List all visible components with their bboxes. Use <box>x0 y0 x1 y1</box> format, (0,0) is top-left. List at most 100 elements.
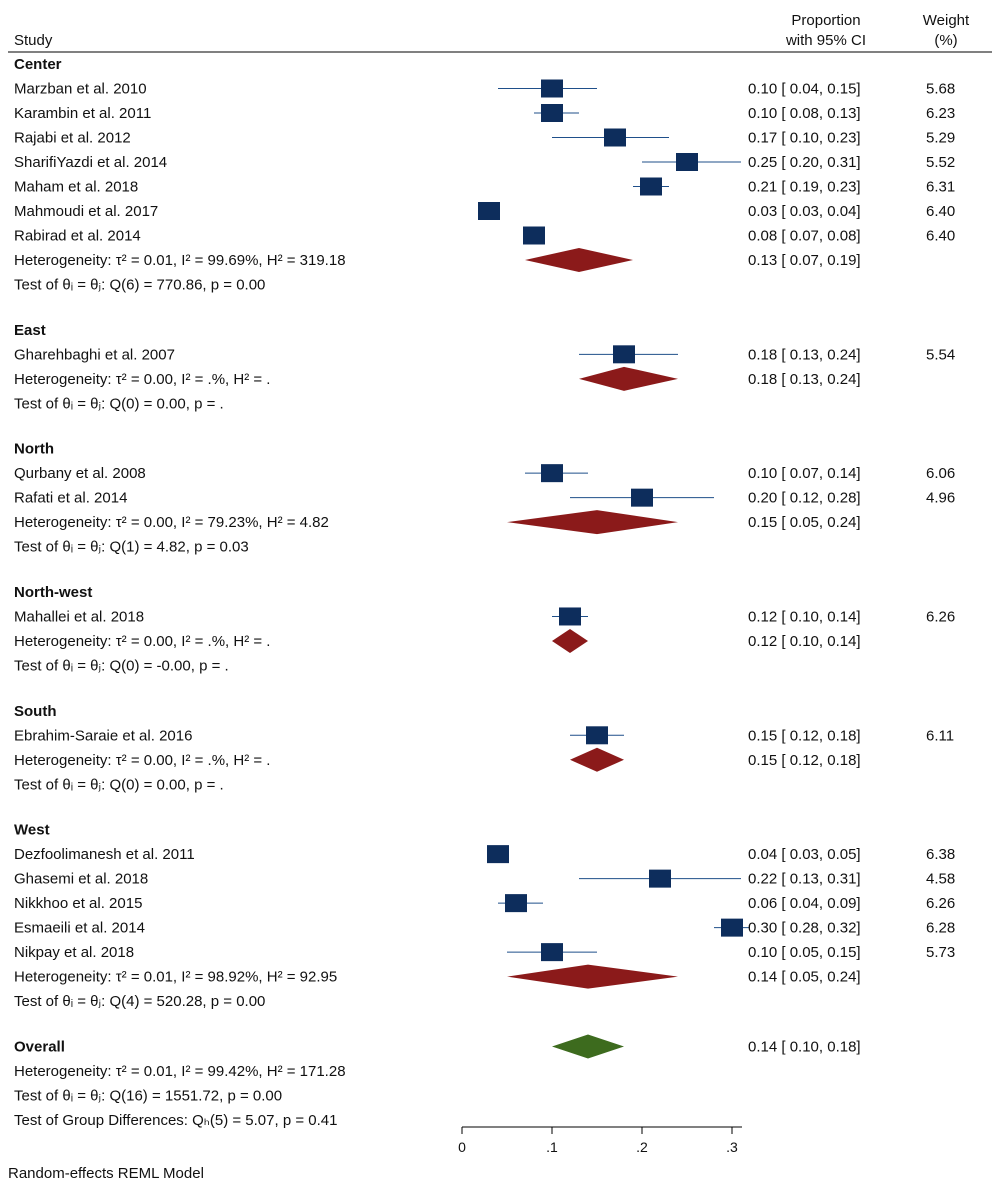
subgroup-diamond <box>507 964 678 989</box>
study-ci-text: 0.10 [ 0.04, 0.15] <box>748 81 861 98</box>
subgroup-ci-text: 0.18 [ 0.13, 0.24] <box>748 371 861 388</box>
overall-title: Overall <box>14 1038 65 1055</box>
subgroup-diamond <box>570 747 624 772</box>
study-box <box>613 345 635 364</box>
overall-homogeneity-test: Test of θᵢ = θⱼ: Q(16) = 1551.72, p = 0.… <box>14 1087 282 1104</box>
study-label: Mahmoudi et al. 2017 <box>14 203 158 220</box>
study-ci-text: 0.21 [ 0.19, 0.23] <box>748 179 861 196</box>
study-ci-text: 0.06 [ 0.04, 0.09] <box>748 895 861 912</box>
study-label: Mahallei et al. 2018 <box>14 608 144 625</box>
study-ci-text: 0.10 [ 0.07, 0.14] <box>748 465 861 482</box>
study-ci-text: 0.30 [ 0.28, 0.32] <box>748 920 861 937</box>
subgroup-homogeneity-test: Test of θᵢ = θⱼ: Q(6) = 770.86, p = 0.00 <box>14 277 265 294</box>
x-tick-label: .3 <box>726 1139 738 1155</box>
x-tick-label: .1 <box>546 1139 558 1155</box>
study-label: Dezfoolimanesh et al. 2011 <box>14 846 195 863</box>
x-axis-ticks: 0 .1 .2 .3 <box>458 1127 738 1155</box>
subgroup-ci-text: 0.13 [ 0.07, 0.19] <box>748 252 861 269</box>
study-label: Rabirad et al. 2014 <box>14 228 141 245</box>
effect-column-header-line2: with 95% CI <box>785 32 866 49</box>
study-ci-text: 0.10 [ 0.08, 0.13] <box>748 105 861 122</box>
study-ci-text: 0.10 [ 0.05, 0.15] <box>748 944 861 961</box>
study-ci-text: 0.17 [ 0.10, 0.23] <box>748 130 861 147</box>
subgroup-ci-text: 0.12 [ 0.10, 0.14] <box>748 633 861 650</box>
study-weight: 5.52 <box>926 154 955 171</box>
study-label: Gharehbaghi et al. 2007 <box>14 346 175 363</box>
subgroup-ci-text: 0.14 [ 0.05, 0.24] <box>748 969 861 986</box>
subgroup-ci-text: 0.15 [ 0.05, 0.24] <box>748 514 861 531</box>
overall-heterogeneity: Heterogeneity: τ² = 0.01, I² = 99.42%, H… <box>14 1063 346 1080</box>
study-label: Maham et al. 2018 <box>14 179 138 196</box>
study-weight: 6.06 <box>926 465 955 482</box>
study-box <box>541 943 563 962</box>
subgroup-title: North <box>14 441 54 458</box>
subgroup-homogeneity-test: Test of θᵢ = θⱼ: Q(0) = 0.00, p = . <box>14 776 224 793</box>
study-weight: 6.38 <box>926 846 955 863</box>
effect-column-header-line1: Proportion <box>791 12 860 29</box>
overall-ci-text: 0.14 [ 0.10, 0.18] <box>748 1038 861 1055</box>
study-ci-text: 0.18 [ 0.13, 0.24] <box>748 346 861 363</box>
study-weight: 6.40 <box>926 203 955 220</box>
model-label: Random-effects REML Model <box>8 1165 204 1182</box>
study-weight: 6.11 <box>926 727 954 744</box>
study-weight: 5.68 <box>926 81 955 98</box>
study-box <box>640 177 662 196</box>
subgroup-title: Center <box>14 56 62 73</box>
subgroup-heterogeneity: Heterogeneity: τ² = 0.00, I² = .%, H² = … <box>14 752 270 769</box>
study-label: SharifiYazdi et al. 2014 <box>14 154 167 171</box>
subgroup-heterogeneity: Heterogeneity: τ² = 0.00, I² = .%, H² = … <box>14 371 270 388</box>
subgroup-homogeneity-test: Test of θᵢ = θⱼ: Q(1) = 4.82, p = 0.03 <box>14 539 249 556</box>
study-box <box>586 726 608 745</box>
subgroup-title: South <box>14 703 57 720</box>
study-box <box>604 128 626 147</box>
x-tick-label: .2 <box>636 1139 648 1155</box>
study-label: Ghasemi et al. 2018 <box>14 871 148 888</box>
study-label: Nikpay et al. 2018 <box>14 944 134 961</box>
x-tick-label: 0 <box>458 1139 466 1155</box>
study-weight: 6.23 <box>926 105 955 122</box>
subgroup-homogeneity-test: Test of θᵢ = θⱼ: Q(0) = -0.00, p = . <box>14 657 229 674</box>
subgroup-heterogeneity: Heterogeneity: τ² = 0.01, I² = 98.92%, H… <box>14 969 337 986</box>
study-weight: 4.96 <box>926 490 955 507</box>
study-weight: 6.28 <box>926 920 955 937</box>
subgroup-homogeneity-test: Test of θᵢ = θⱼ: Q(0) = 0.00, p = . <box>14 395 224 412</box>
subgroup-title: East <box>14 322 46 339</box>
study-box <box>541 464 563 483</box>
study-label: Rafati et al. 2014 <box>14 490 127 507</box>
overall-diamond <box>552 1034 624 1059</box>
study-box <box>676 153 698 171</box>
subgroup-homogeneity-test: Test of θᵢ = θⱼ: Q(4) = 520.28, p = 0.00 <box>14 993 265 1010</box>
study-box <box>649 869 671 888</box>
subgroup-heterogeneity: Heterogeneity: τ² = 0.00, I² = 79.23%, H… <box>14 514 329 531</box>
study-ci-text: 0.08 [ 0.07, 0.08] <box>748 228 861 245</box>
study-weight: 6.26 <box>926 895 955 912</box>
study-box <box>478 202 500 220</box>
forest-rows: Center Marzban et al. 2010 0.10 [ 0.04, 0.… <box>14 56 955 1104</box>
study-label: Esmaeili et al. 2014 <box>14 920 145 937</box>
subgroup-title: North-west <box>14 584 92 601</box>
study-label: Marzban et al. 2010 <box>14 81 147 98</box>
weight-column-header-line2: (%) <box>934 32 957 49</box>
study-label: Nikkhoo et al. 2015 <box>14 895 142 912</box>
study-ci-text: 0.15 [ 0.12, 0.18] <box>748 727 861 744</box>
study-weight: 5.54 <box>926 346 955 363</box>
subgroup-ci-text: 0.15 [ 0.12, 0.18] <box>748 752 861 769</box>
subgroup-diamond <box>552 628 588 653</box>
study-label: Karambin et al. 2011 <box>14 105 151 122</box>
study-weight: 5.29 <box>926 130 955 147</box>
group-differences-test: Test of Group Differences: Qₕ(5) = 5.07,… <box>14 1112 337 1129</box>
study-box <box>541 104 563 122</box>
subgroup-title: West <box>14 822 50 839</box>
subgroup-diamond <box>525 248 633 272</box>
study-ci-text: 0.25 [ 0.20, 0.31] <box>748 154 861 171</box>
study-weight: 6.40 <box>926 228 955 245</box>
subgroup-diamond <box>507 510 678 535</box>
weight-column-header-line1: Weight <box>923 12 970 29</box>
subgroup-heterogeneity: Heterogeneity: τ² = 0.01, I² = 99.69%, H… <box>14 252 346 269</box>
study-box <box>487 845 509 864</box>
study-box <box>631 488 653 507</box>
study-ci-text: 0.04 [ 0.03, 0.05] <box>748 846 861 863</box>
study-label: Rajabi et al. 2012 <box>14 130 131 147</box>
study-weight: 5.73 <box>926 944 955 961</box>
